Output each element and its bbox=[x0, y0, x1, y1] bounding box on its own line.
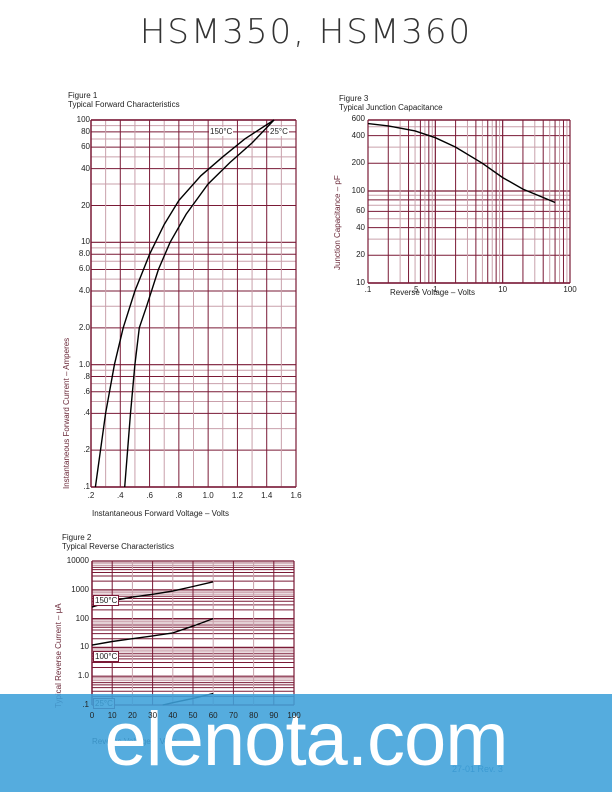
figure2-x-tick: 60 bbox=[208, 711, 218, 720]
figure2-x-tick: 20 bbox=[127, 711, 137, 720]
figure1-x-axis-label: Instantaneous Forward Voltage – Volts bbox=[92, 509, 229, 518]
figure1-x-tick: 1.4 bbox=[261, 491, 273, 500]
figure2-x-tick: 80 bbox=[249, 711, 259, 720]
figure1-y-tick: 4.0 bbox=[78, 286, 90, 295]
figure1-x-tick: 1.2 bbox=[231, 491, 243, 500]
figure1-curve-0 bbox=[94, 119, 275, 488]
watermark-banner bbox=[0, 694, 612, 792]
figure1-label: Figure 1 bbox=[68, 91, 98, 100]
figure2-y-tick: .1 bbox=[82, 700, 89, 709]
figure3-plot bbox=[367, 119, 571, 284]
figure2-y-tick: 10000 bbox=[66, 556, 89, 565]
figure3-y-tick: 60 bbox=[356, 206, 365, 216]
figure2-y-tick: 1.0 bbox=[77, 671, 89, 681]
figure1-series-label-150c: 150°C bbox=[209, 127, 234, 136]
figure3-y-tick: 40 bbox=[356, 222, 365, 232]
figure2-x-tick: 100 bbox=[287, 711, 301, 720]
figure1-title: Typical Forward Characteristics bbox=[68, 100, 180, 109]
figure3-caption: Figure 3 Typical Junction Capacitance bbox=[339, 94, 443, 112]
figure3-label: Figure 3 bbox=[339, 94, 369, 103]
figure3-y-tick: 100 bbox=[351, 186, 365, 195]
figure3-title: Typical Junction Capacitance bbox=[339, 103, 443, 112]
figure1-x-tick: 1.6 bbox=[290, 491, 302, 500]
figure2-x-tick: 90 bbox=[269, 711, 279, 720]
figure2-x-tick: 10 bbox=[107, 711, 117, 720]
figure3-y-tick: 10 bbox=[356, 278, 365, 287]
figure1-y-tick: 6.0 bbox=[78, 264, 90, 274]
figure3-y-tick: 400 bbox=[351, 130, 365, 140]
figure2-label: Figure 2 bbox=[62, 533, 92, 542]
figure1-curve-1 bbox=[124, 119, 275, 488]
figure1-y-tick: .1 bbox=[83, 482, 90, 491]
figure2-y-tick: 10 bbox=[80, 642, 89, 652]
figure3-y-tick: 200 bbox=[351, 158, 365, 168]
figure1-y-tick: .2 bbox=[83, 445, 90, 455]
figure1-y-tick: 60 bbox=[81, 142, 90, 152]
figure1-y-tick: 10 bbox=[81, 237, 90, 247]
figure2-x-tick: 50 bbox=[188, 711, 198, 720]
figure1-y-tick: 1.0 bbox=[78, 359, 90, 369]
figure1-y-tick: 80 bbox=[81, 126, 90, 136]
figure3-x-axis-label: Reverse Voltage – Volts bbox=[390, 288, 475, 297]
figure2-x-tick: 30 bbox=[148, 711, 158, 720]
figure2-curve-1 bbox=[91, 617, 214, 646]
figure2-x-tick: 40 bbox=[168, 711, 178, 720]
figure2-plot bbox=[91, 560, 295, 706]
figure1-series-label-25c: 25°C bbox=[269, 127, 289, 136]
figure1-x-tick: .8 bbox=[175, 491, 183, 500]
figure1-y-tick: 100 bbox=[76, 115, 90, 124]
figure1-y-tick: .4 bbox=[83, 408, 90, 418]
figure2-series-label-150c: 150°C bbox=[93, 595, 120, 606]
figure2-y-tick: 1000 bbox=[71, 584, 89, 594]
figure3-x-tick: .5 bbox=[411, 285, 419, 294]
figure1-x-tick: 1.0 bbox=[202, 491, 214, 500]
figure3-y-tick: 600 bbox=[351, 114, 365, 124]
figure3-x-tick: 10 bbox=[498, 285, 508, 294]
figure2-caption: Figure 2 Typical Reverse Characteristics bbox=[62, 533, 174, 551]
figure2-x-tick: 0 bbox=[89, 711, 95, 720]
figure1-y-tick: 20 bbox=[81, 200, 90, 210]
page-title: HSM350, HSM360 bbox=[139, 12, 473, 52]
figure1-y-tick: 8.0 bbox=[78, 249, 90, 259]
figure2-y-tick: 100 bbox=[75, 613, 89, 623]
figure1-y-tick: 2.0 bbox=[78, 322, 90, 332]
figure1-x-tick: .4 bbox=[116, 491, 124, 500]
figure3-curve-0 bbox=[367, 122, 556, 204]
figure2-title: Typical Reverse Characteristics bbox=[62, 542, 175, 551]
figure1-x-tick: .2 bbox=[87, 491, 95, 500]
figure3-x-tick: 100 bbox=[563, 285, 577, 294]
figure2-series-label-100c: 100°C bbox=[93, 651, 120, 662]
figure1-y-tick: .8 bbox=[83, 371, 90, 381]
figure3-y-tick: 20 bbox=[356, 250, 365, 260]
figure1-caption: Figure 1 Typical Forward Characteristics bbox=[68, 91, 180, 109]
figure1-y-tick: .6 bbox=[83, 386, 90, 396]
watermark-text: elenota.com bbox=[104, 697, 508, 782]
figure2-x-tick: 70 bbox=[228, 711, 238, 720]
figure1-y-tick: 40 bbox=[81, 163, 90, 173]
figure3-x-tick: .1 bbox=[364, 285, 372, 294]
figure3-x-tick: 1 bbox=[433, 285, 438, 294]
figure1-plot bbox=[90, 119, 297, 488]
figure1-x-tick: .6 bbox=[146, 491, 153, 500]
